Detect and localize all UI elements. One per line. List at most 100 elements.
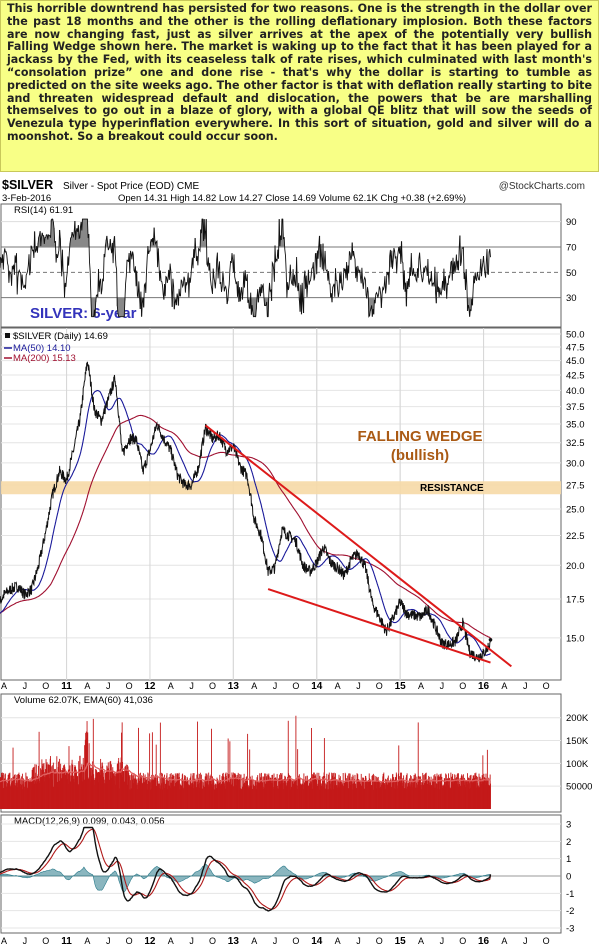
x-tick-label: A [418,681,424,691]
ma200-legend-label: MA(200) 15.13 [13,353,76,364]
price-y-tick-label: 45.0 [566,356,585,367]
macd-legend: MACD(12,26,9) 0.099, 0.043, 0.056 [14,816,165,827]
x-tick-label: J [356,681,361,691]
resistance-band [1,481,561,495]
commentary-text: This horrible downtrend has persisted fo… [0,0,599,172]
macd-y-tick-label: -1 [566,889,574,900]
price-x-axis: A J O 11 A J O 12 A J O 13 A J O 14 A J O 15 A J O 16 A J O [1,681,550,692]
silver-chart: $SILVER Silver - Spot Price (EOD) CME @S… [0,178,592,947]
macd-y-tick-label: -2 [566,906,574,917]
x-tick-label: A [501,936,507,946]
rsi-legend: RSI(14) 61.91 [14,205,73,216]
header-date: 3-Feb-2016 [2,193,51,204]
x-tick-label: O [543,681,550,691]
wedge-label: FALLING WEDGE [358,428,483,445]
price-y-tick-label: 32.5 [566,438,585,449]
x-tick-label: J [356,936,361,946]
x-tick-label: O [376,936,383,946]
x-tick-label: A [335,681,341,691]
x-tick-label: O [126,681,133,691]
volume-y-tick-label: 200K [566,713,589,724]
header-symbol: $SILVER [2,178,53,192]
price-y-tick-label: 25.0 [566,504,585,515]
x-tick-label: 12 [144,936,156,947]
x-tick-label: 16 [478,936,490,947]
x-tick-label: J [106,936,111,946]
rsi-y-tick-label: 50 [566,268,577,279]
x-tick-label: A [335,936,341,946]
price-legend-main: $SILVER (Daily) 14.69 [13,331,108,342]
x-tick-label: J [23,936,28,946]
macd-y-tick-label: -3 [566,924,574,935]
x-tick-label: A [84,681,90,691]
price-line [0,361,491,663]
macd-y-tick-label: 0 [566,872,571,883]
price-y-tick-label: 42.5 [566,371,585,382]
price-y-tick-label: 37.5 [566,402,585,413]
x-tick-label: 11 [61,681,72,692]
price-legend: $SILVER (Daily) 14.69 MA(50) 14.10 MA(20… [4,331,108,364]
last-close-marker [488,637,493,642]
x-tick-label: O [292,681,299,691]
rsi-y-tick-label: 30 [566,293,577,304]
rsi-line [0,218,491,318]
x-tick-label: J [106,681,111,691]
x-tick-label: O [126,936,133,946]
x-tick-label: A [84,936,90,946]
macd-line [0,826,492,912]
volume-y-tick-label: 100K [566,759,589,770]
x-tick-label: J [189,681,194,691]
header-description: Silver - Spot Price (EOD) CME [63,181,199,192]
rsi-y-tick-label: 70 [566,243,577,254]
x-tick-label: 15 [395,936,407,947]
price-y-tick-label: 20.0 [566,561,585,572]
chart-title-label: SILVER: 6-year [30,305,137,322]
x-tick-label: A [501,681,507,691]
x-tick-label: O [292,936,299,946]
x-tick-label: O [543,936,550,946]
header-quote: Open 14.31 High 14.82 Low 14.27 Close 14… [118,193,466,204]
volume-panel: Volume 62.07K, EMA(60) 41,036 200K 150K 10… [0,693,592,813]
x-tick-label: A [168,681,174,691]
x-tick-label: J [523,936,528,946]
resistance-label: RESISTANCE [420,483,484,494]
x-tick-label: 14 [311,936,323,947]
price-y-tick-label: 27.5 [566,480,585,491]
wedge-upper-line [204,424,512,668]
macd-x-axis: A J O 11 A J O 12 A J O 13 A J O 14 A J O 15 A J O 16 A J O [1,936,550,947]
price-y-tick-label: 40.0 [566,386,585,397]
x-tick-label: O [376,681,383,691]
rsi-panel: RSI(14) 61.91 SILVER: 6-year 90 70 50 30 [0,203,577,328]
rsi-y-tick-label: 90 [566,217,577,228]
price-panel: RESISTANCE FALLING WEDGE (bullish) $SILV… [0,327,585,681]
wedge-sublabel: (bullish) [391,447,449,464]
x-tick-label: J [440,936,445,946]
x-tick-label: A [1,681,7,691]
header-brand: @StockCharts.com [499,181,585,192]
x-tick-label: 16 [478,681,490,692]
price-panel-frame [0,327,562,681]
x-tick-label: J [523,681,528,691]
price-y-tick-label: 22.5 [566,531,585,542]
x-tick-label: 13 [228,681,240,692]
macd-y-tick-label: 2 [566,837,571,848]
x-tick-label: J [273,936,278,946]
x-tick-label: A [251,936,257,946]
macd-panel: MACD(12,26,9) 0.099, 0.043, 0.056 3 2 1 0 -1… [0,814,574,935]
x-tick-label: J [189,936,194,946]
x-tick-label: A [168,936,174,946]
price-y-tick-label: 47.5 [566,342,585,353]
macd-y-tick-label: 1 [566,854,571,865]
x-tick-label: J [273,681,278,691]
x-tick-label: 12 [144,681,156,692]
x-tick-label: O [42,681,49,691]
volume-y-tick-label: 50000 [566,782,592,793]
price-y-tick-label: 30.0 [566,458,585,469]
price-y-tick-label: 50.0 [566,330,585,341]
price-y-tick-label: 35.0 [566,420,585,431]
price-legend-marker [5,333,10,338]
x-tick-label: 14 [311,681,323,692]
x-tick-label: 13 [228,936,240,947]
volume-y-tick-label: 150K [566,736,589,747]
x-tick-label: O [209,681,216,691]
